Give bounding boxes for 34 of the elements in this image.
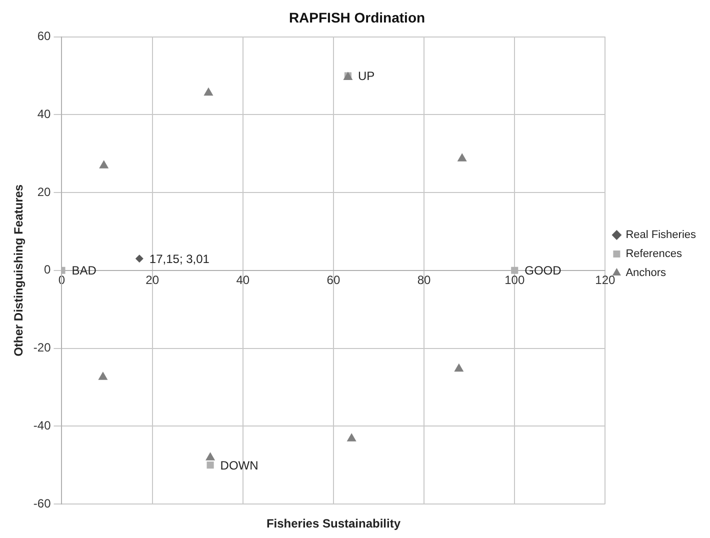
point xyxy=(454,363,464,372)
point xyxy=(206,462,214,469)
annotation: DOWN xyxy=(220,458,258,472)
x-tick-label: 60 xyxy=(326,272,340,287)
annotation: GOOD xyxy=(524,264,562,278)
legend-label: Anchors xyxy=(626,267,667,280)
y-tick-label: -60 xyxy=(33,496,52,510)
point xyxy=(99,160,109,168)
point xyxy=(346,433,356,442)
legend-label: References xyxy=(626,248,682,260)
point xyxy=(135,254,144,263)
chart-title: RAPFISH Ordination xyxy=(288,9,426,26)
y-tick-label: -40 xyxy=(33,418,52,432)
point xyxy=(206,452,216,460)
x-tick-label: 120 xyxy=(595,272,616,287)
y-tick-label: -20 xyxy=(33,340,52,355)
y-tick-label: 0 xyxy=(44,262,52,277)
x-tick-label: 100 xyxy=(504,272,525,287)
x-tick-label: 20 xyxy=(146,272,160,287)
point xyxy=(457,153,467,162)
point xyxy=(511,266,518,274)
y-tick-label: 40 xyxy=(37,106,52,121)
point xyxy=(98,372,108,380)
x-tick-label: 40 xyxy=(236,272,250,287)
annotation: UP xyxy=(358,69,375,84)
y-tick-label: 20 xyxy=(37,184,52,199)
legend-label: Real Fisheries xyxy=(626,229,696,242)
annotation: BAD xyxy=(72,264,97,278)
x-tick-label: 80 xyxy=(417,272,432,287)
y-tick-label: 60 xyxy=(37,29,52,44)
point xyxy=(204,87,214,96)
x-axis-title: Fisheries Sustainability xyxy=(266,516,401,530)
annotation: 17,15; 3,01 xyxy=(149,252,210,266)
y-axis-title: Other Distinguishing Features xyxy=(12,184,26,356)
